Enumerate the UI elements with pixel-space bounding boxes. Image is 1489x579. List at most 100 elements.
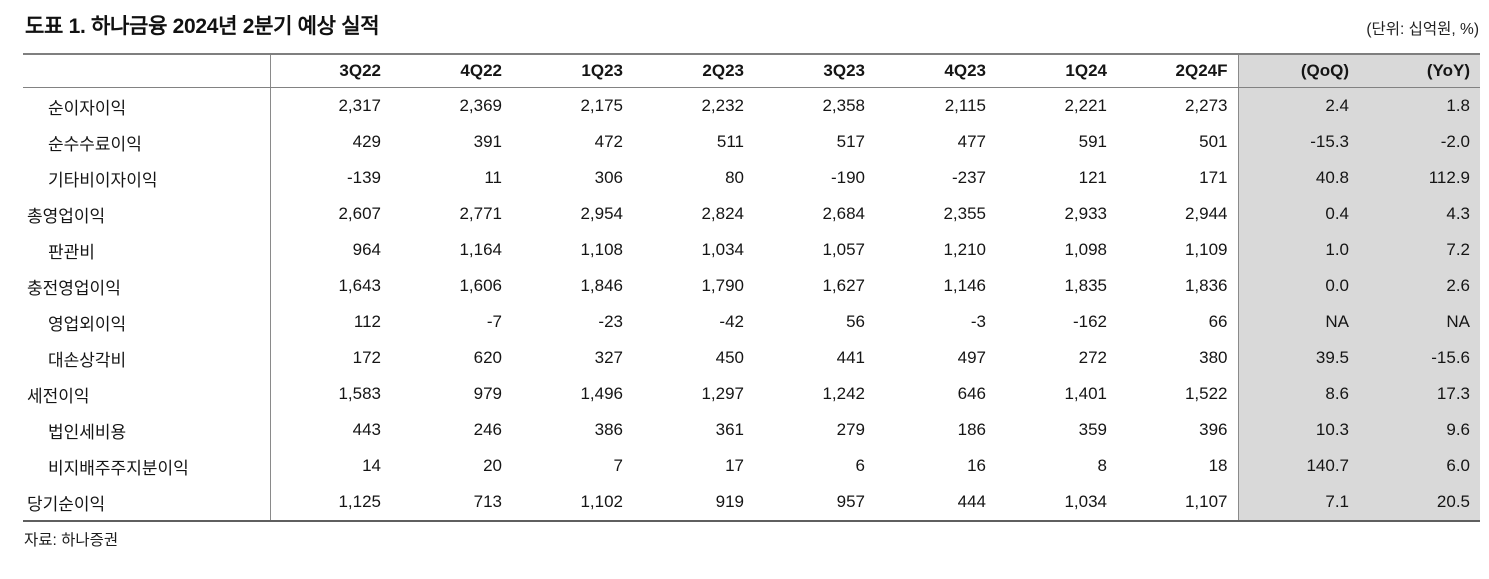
cell-value: 957 (836, 492, 865, 511)
row-label: 충전영업이익 (23, 268, 271, 304)
cell-value: 1,790 (701, 276, 744, 295)
cell-value: 7.1 (1237, 484, 1359, 521)
cell-value: 1,627 (822, 276, 865, 295)
table-row: 당기순이익 1,125 713 1,102 919 957 444 1,034 1,107 7.1… (23, 484, 1480, 521)
table-row: 세전이익 1,583 979 1,496 1,297 1,242 646 1,401 1,522… (23, 376, 1480, 412)
row-label: 영업외이익 (23, 304, 271, 340)
cell-value: 517 (836, 132, 865, 151)
cell-value: 1,102 (580, 492, 623, 511)
cell-value: 66 (1208, 312, 1228, 331)
cell-value: 306 (594, 168, 623, 187)
cell-value: 2,221 (1064, 96, 1107, 115)
cell-value: 1,522 (1184, 384, 1228, 403)
cell-value: 121 (1078, 168, 1107, 187)
cell-value: 7.2 (1359, 232, 1480, 268)
cell-value: 443 (352, 420, 381, 439)
table-row: 영업외이익 112 -7 -23 -42 56 -3 -162 66 NA NA (23, 304, 1480, 340)
cell-value: -23 (598, 312, 623, 331)
cell-value: 0.4 (1237, 196, 1359, 232)
cell-value: 272 (1078, 348, 1107, 367)
cell-value: 1,108 (580, 240, 623, 259)
cell-value: 444 (957, 492, 986, 511)
cell-value: 1,146 (943, 276, 986, 295)
table-header-bar: 도표 1. 하나금융 2024년 2분기 예상 실적 (단위: 십억원, %) (25, 4, 1479, 40)
cell-value: 2,607 (338, 204, 381, 223)
row-label: 순이자이익 (23, 87, 271, 124)
column-header: 2Q24F (1117, 54, 1238, 88)
cell-value: 964 (352, 240, 381, 259)
table-row: 순이자이익 2,317 2,369 2,175 2,232 2,358 2,115 2,221… (23, 87, 1480, 124)
cell-value: 1,606 (459, 276, 502, 295)
cell-value: 4.3 (1359, 196, 1480, 232)
cell-value: 172 (352, 348, 381, 367)
cell-value: 16 (967, 456, 986, 475)
cell-value: 2,944 (1184, 204, 1228, 223)
table-row: 비지배주주지분이익 14 20 7 17 6 16 8 18 140.7 6.0 (23, 448, 1480, 484)
cell-value: 2,175 (580, 96, 623, 115)
cell-value: 391 (473, 132, 502, 151)
cell-value: 2,824 (701, 204, 744, 223)
cell-value: 2,954 (580, 204, 623, 223)
cell-value: 20.5 (1359, 484, 1480, 521)
cell-value: 1,034 (701, 240, 744, 259)
column-header: 4Q22 (391, 54, 512, 88)
cell-value: 1,057 (822, 240, 865, 259)
cell-value: 1,496 (580, 384, 623, 403)
cell-value: 511 (716, 132, 744, 151)
table-row: 순수수료이익 429 391 472 511 517 477 591 501 -15.3 -2.0 (23, 124, 1480, 160)
cell-value: 386 (594, 420, 623, 439)
table-row: 기타비이자이익 -139 11 306 80 -190 -237 121 171 40.8 112.… (23, 160, 1480, 196)
cell-value: 140.7 (1237, 448, 1359, 484)
cell-value: 2,771 (459, 204, 502, 223)
cell-value: 17 (725, 456, 744, 475)
cell-value: 6 (855, 456, 865, 475)
cell-value: 112 (353, 312, 381, 331)
cell-value: 2.4 (1237, 87, 1359, 124)
cell-value: 2,115 (944, 96, 986, 115)
cell-value: 1,835 (1064, 276, 1107, 295)
table-row: 충전영업이익 1,643 1,606 1,846 1,790 1,627 1,146 1,83… (23, 268, 1480, 304)
cell-value: 8.6 (1237, 376, 1359, 412)
cell-value: 6.0 (1359, 448, 1480, 484)
cell-value: 361 (715, 420, 744, 439)
cell-value: 646 (957, 384, 986, 403)
table-row: 판관비 964 1,164 1,108 1,034 1,057 1,210 1,098 1,10… (23, 232, 1480, 268)
row-label: 총영업이익 (23, 196, 271, 232)
cell-value: 1,583 (338, 384, 381, 403)
table-title: 도표 1. 하나금융 2024년 2분기 예상 실적 (25, 15, 380, 38)
row-label: 비지배주주지분이익 (23, 448, 271, 484)
corner-cell (23, 54, 271, 88)
cell-value: 1,242 (822, 384, 865, 403)
cell-value: 39.5 (1237, 340, 1359, 376)
table-body: 순이자이익 2,317 2,369 2,175 2,232 2,358 2,115 2,221… (23, 87, 1480, 521)
column-header: 2Q23 (633, 54, 754, 88)
cell-value: -15.6 (1359, 340, 1480, 376)
cell-value: 279 (836, 420, 865, 439)
column-header: (QoQ) (1237, 54, 1359, 88)
row-label: 세전이익 (23, 376, 271, 412)
cell-value: 17.3 (1359, 376, 1480, 412)
column-header: (YoY) (1359, 54, 1480, 88)
cell-value: -15.3 (1237, 124, 1359, 160)
cell-value: 1.8 (1359, 87, 1480, 124)
cell-value: 591 (1078, 132, 1107, 151)
cell-value: 2,684 (822, 204, 865, 223)
cell-value: 171 (1199, 168, 1228, 187)
cell-value: 1,643 (338, 276, 381, 295)
row-label: 대손상각비 (23, 340, 271, 376)
column-header: 3Q23 (754, 54, 875, 88)
cell-value: 1,401 (1064, 384, 1107, 403)
table-row: 총영업이익 2,607 2,771 2,954 2,824 2,684 2,355 2,933… (23, 196, 1480, 232)
cell-value: 2,355 (943, 204, 986, 223)
cell-value: 1,109 (1184, 240, 1228, 259)
cell-value: 2.6 (1359, 268, 1480, 304)
cell-value: 396 (1199, 420, 1228, 439)
column-header: 4Q23 (875, 54, 996, 88)
financial-table: 3Q22 4Q22 1Q23 2Q23 3Q23 4Q23 1Q24 2Q24F (QoQ) (Y… (23, 53, 1480, 522)
cell-value: -42 (719, 312, 744, 331)
cell-value: 2,933 (1064, 204, 1107, 223)
cell-value: 441 (836, 348, 865, 367)
cell-value: 8 (1097, 456, 1107, 475)
cell-value: 7 (613, 456, 623, 475)
